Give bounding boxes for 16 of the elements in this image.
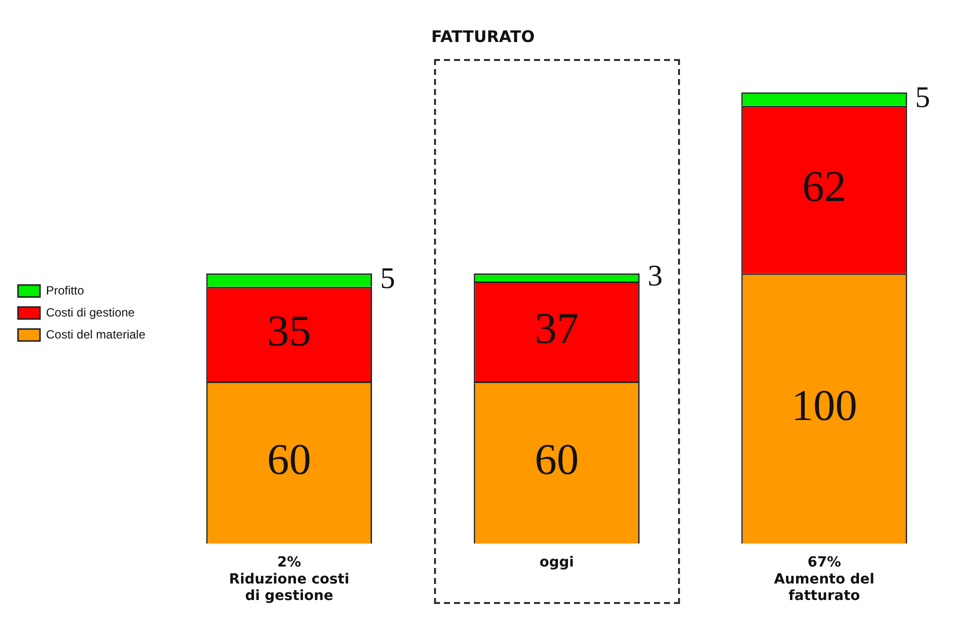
legend-label: Costi di gestione	[46, 305, 136, 320]
legend-label: Profitto	[46, 283, 84, 298]
x-tick-label: 67% Aumento del fatturato	[774, 554, 874, 604]
data-label: 100	[791, 381, 858, 430]
legend-label: Costi del materiale	[46, 327, 146, 342]
data-label: 5	[915, 80, 930, 114]
data-label: 60	[534, 435, 579, 484]
chart-title: FATTURATO	[431, 26, 535, 46]
data-label: 37	[534, 304, 579, 354]
data-label: 60	[267, 435, 312, 484]
data-label: 5	[380, 262, 396, 296]
x-tick-label: oggi	[539, 554, 574, 571]
data-label: 3	[648, 259, 663, 292]
data-label: 35	[267, 306, 312, 356]
x-tick-label: 2% Riduzione costi di gestione	[229, 554, 350, 604]
data-label: 62	[802, 162, 846, 212]
